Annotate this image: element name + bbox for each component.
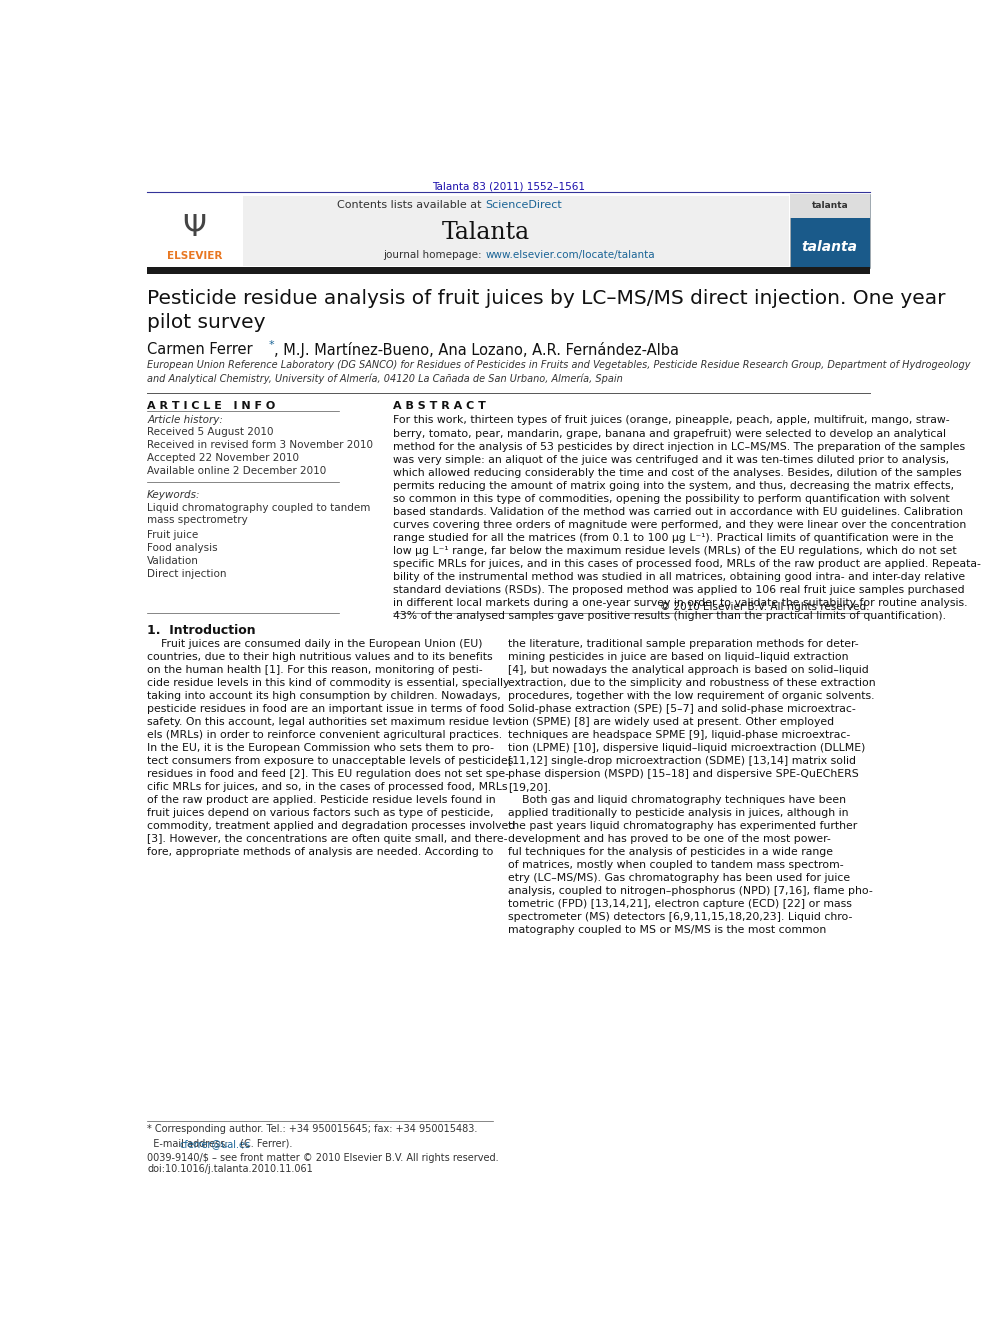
FancyBboxPatch shape — [790, 194, 870, 218]
Text: talanta: talanta — [802, 241, 858, 254]
Text: Carmen Ferrer: Carmen Ferrer — [147, 343, 253, 357]
Text: Ψ: Ψ — [183, 213, 206, 242]
Text: A B S T R A C T: A B S T R A C T — [393, 401, 486, 411]
Text: Received in revised form 3 November 2010: Received in revised form 3 November 2010 — [147, 441, 373, 450]
Text: (C. Ferrer).: (C. Ferrer). — [237, 1139, 293, 1148]
Text: www.elsevier.com/locate/talanta: www.elsevier.com/locate/talanta — [485, 250, 655, 259]
Text: *: * — [269, 340, 274, 351]
Text: Available online 2 December 2010: Available online 2 December 2010 — [147, 467, 326, 476]
Text: Received 5 August 2010: Received 5 August 2010 — [147, 427, 274, 437]
Text: Article history:: Article history: — [147, 415, 223, 426]
Text: ELSEVIER: ELSEVIER — [167, 250, 222, 261]
Text: Direct injection: Direct injection — [147, 569, 226, 579]
Text: 0039-9140/$ – see front matter © 2010 Elsevier B.V. All rights reserved.: 0039-9140/$ – see front matter © 2010 El… — [147, 1154, 499, 1163]
Text: For this work, thirteen types of fruit juices (orange, pineapple, peach, apple, : For this work, thirteen types of fruit j… — [393, 415, 981, 620]
Text: 1.  Introduction: 1. Introduction — [147, 624, 256, 638]
Text: Fruit juice: Fruit juice — [147, 529, 198, 540]
Text: European Union Reference Laboratory (DG SANCO) for Residues of Pesticides in Fru: European Union Reference Laboratory (DG … — [147, 360, 970, 385]
FancyBboxPatch shape — [790, 194, 870, 267]
Text: Fruit juices are consumed daily in the European Union (EU)
countries, due to the: Fruit juices are consumed daily in the E… — [147, 639, 515, 857]
Text: Validation: Validation — [147, 556, 199, 566]
Text: the literature, traditional sample preparation methods for deter-
mining pestici: the literature, traditional sample prepa… — [509, 639, 876, 935]
Text: * Corresponding author. Tel.: +34 950015645; fax: +34 950015483.: * Corresponding author. Tel.: +34 950015… — [147, 1125, 477, 1135]
FancyBboxPatch shape — [147, 196, 243, 266]
Text: Contents lists available at: Contents lists available at — [337, 200, 485, 209]
Text: Talanta 83 (2011) 1552–1561: Talanta 83 (2011) 1552–1561 — [432, 181, 585, 191]
Text: © 2010 Elsevier B.V. All rights reserved.: © 2010 Elsevier B.V. All rights reserved… — [661, 602, 870, 613]
Text: Keywords:: Keywords: — [147, 490, 200, 500]
Text: talanta: talanta — [811, 201, 848, 210]
Text: E-mail address:: E-mail address: — [147, 1139, 232, 1148]
Text: ScienceDirect: ScienceDirect — [485, 200, 562, 209]
Text: Food analysis: Food analysis — [147, 542, 217, 553]
Text: A R T I C L E   I N F O: A R T I C L E I N F O — [147, 401, 276, 411]
Text: Pesticide residue analysis of fruit juices by LC–MS/MS direct injection. One yea: Pesticide residue analysis of fruit juic… — [147, 290, 945, 332]
FancyBboxPatch shape — [147, 196, 789, 266]
Text: , M.J. Martínez-Bueno, Ana Lozano, A.R. Fernández-Alba: , M.J. Martínez-Bueno, Ana Lozano, A.R. … — [274, 343, 679, 359]
Text: Liquid chromatography coupled to tandem
mass spectrometry: Liquid chromatography coupled to tandem … — [147, 503, 370, 525]
Text: Talanta: Talanta — [441, 221, 530, 243]
Text: journal homepage:: journal homepage: — [384, 250, 485, 259]
FancyBboxPatch shape — [147, 267, 870, 274]
Text: cferrer@ual.es: cferrer@ual.es — [180, 1139, 250, 1148]
Text: doi:10.1016/j.talanta.2010.11.061: doi:10.1016/j.talanta.2010.11.061 — [147, 1164, 312, 1175]
Text: Accepted 22 November 2010: Accepted 22 November 2010 — [147, 454, 299, 463]
